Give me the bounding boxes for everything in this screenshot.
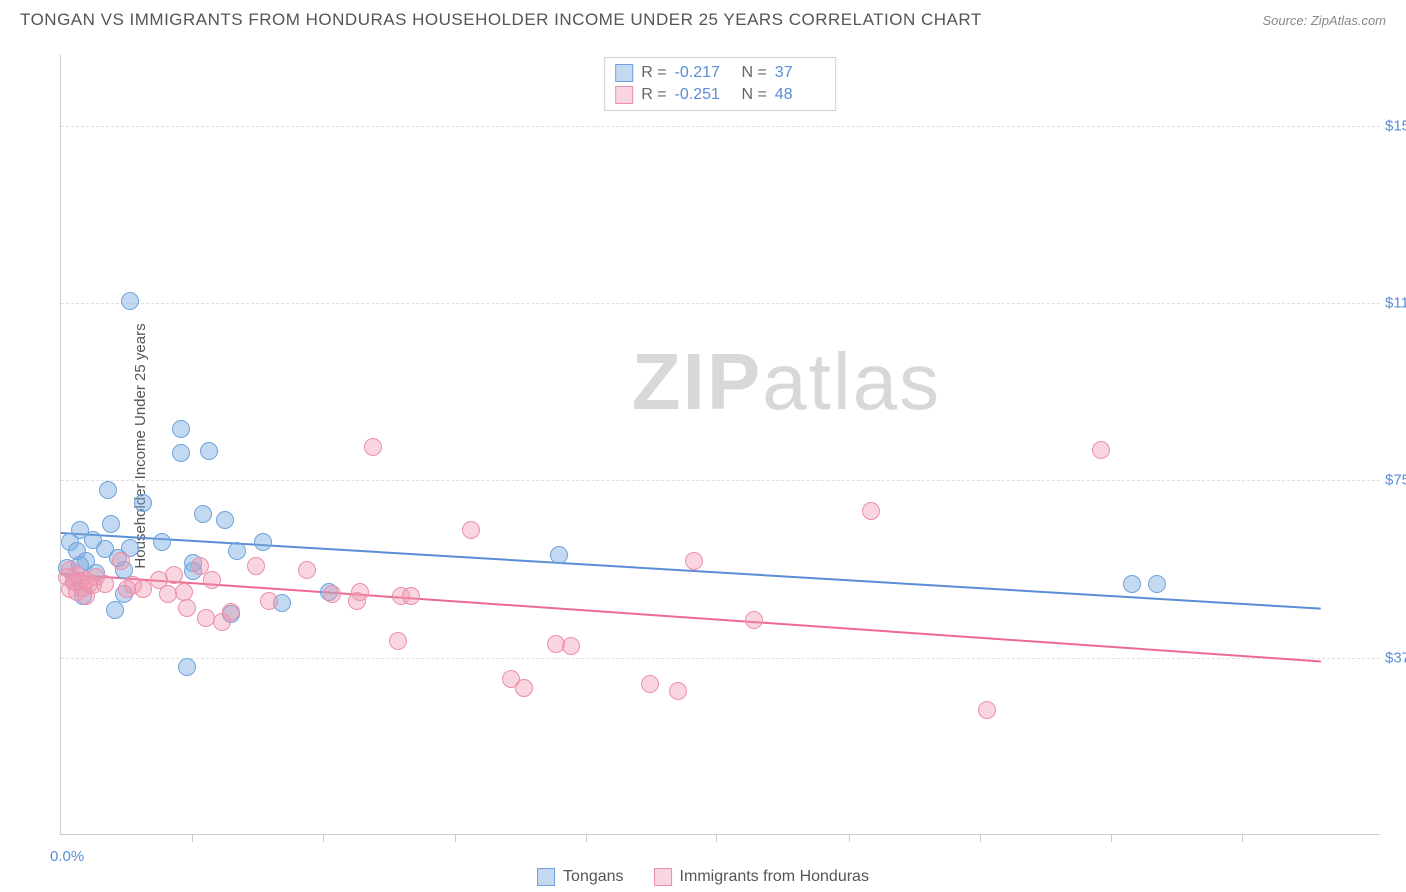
- y-tick-label: $150,000: [1385, 117, 1406, 134]
- scatter-point: [121, 292, 139, 310]
- x-tick: [849, 834, 850, 842]
- stats-row: R = -0.251 N = 48: [615, 84, 825, 106]
- stat-r-value: -0.217: [675, 64, 725, 82]
- stat-n-label: N =: [733, 86, 767, 104]
- scatter-point: [669, 682, 687, 700]
- scatter-point: [1092, 441, 1110, 459]
- scatter-point: [247, 557, 265, 575]
- bottom-legend: Tongans Immigrants from Honduras: [537, 868, 869, 886]
- scatter-point: [99, 481, 117, 499]
- legend-swatch: [654, 868, 672, 886]
- scatter-point: [351, 583, 369, 601]
- stat-n-value: 48: [775, 86, 825, 104]
- scatter-point: [402, 587, 420, 605]
- scatter-point: [260, 592, 278, 610]
- scatter-point: [228, 542, 246, 560]
- scatter-point: [222, 603, 240, 621]
- scatter-point: [172, 420, 190, 438]
- scatter-point: [462, 521, 480, 539]
- chart-container: ZIPatlas $37,500$75,000$112,500$150,000 …: [60, 55, 1380, 835]
- scatter-point: [112, 552, 130, 570]
- page-title: TONGAN VS IMMIGRANTS FROM HONDURAS HOUSE…: [20, 10, 982, 30]
- gridline: [61, 126, 1380, 127]
- y-tick-label: $37,500: [1385, 649, 1406, 666]
- scatter-point: [216, 511, 234, 529]
- scatter-point: [1123, 575, 1141, 593]
- scatter-point: [562, 637, 580, 655]
- stats-legend-box: R = -0.217 N = 37R = -0.251 N = 48: [604, 57, 836, 111]
- x-axis-min-label: 0.0%: [50, 848, 84, 865]
- scatter-point: [254, 533, 272, 551]
- scatter-point: [172, 444, 190, 462]
- source-label: Source: ZipAtlas.com: [1262, 13, 1386, 28]
- x-tick: [716, 834, 717, 842]
- legend-label: Immigrants from Honduras: [680, 868, 869, 886]
- scatter-point: [978, 701, 996, 719]
- x-tick: [455, 834, 456, 842]
- stat-r-label: R =: [641, 86, 666, 104]
- scatter-point: [178, 599, 196, 617]
- scatter-point: [175, 583, 193, 601]
- scatter-point: [862, 502, 880, 520]
- scatter-point: [685, 552, 703, 570]
- x-tick: [192, 834, 193, 842]
- plot-area: ZIPatlas $37,500$75,000$112,500$150,000: [60, 55, 1380, 835]
- watermark: ZIPatlas: [632, 336, 941, 428]
- stats-row: R = -0.217 N = 37: [615, 62, 825, 84]
- legend-label: Tongans: [563, 868, 624, 886]
- scatter-point: [165, 566, 183, 584]
- stat-n-label: N =: [733, 64, 767, 82]
- x-tick: [1111, 834, 1112, 842]
- stat-r-value: -0.251: [675, 86, 725, 104]
- scatter-point: [134, 494, 152, 512]
- scatter-point: [298, 561, 316, 579]
- y-tick-label: $112,500: [1385, 295, 1406, 312]
- legend-swatch: [615, 86, 633, 104]
- scatter-point: [515, 679, 533, 697]
- scatter-point: [364, 438, 382, 456]
- scatter-point: [194, 505, 212, 523]
- gridline: [61, 658, 1380, 659]
- stat-n-value: 37: [775, 64, 825, 82]
- legend-item: Immigrants from Honduras: [654, 868, 869, 886]
- scatter-point: [745, 611, 763, 629]
- x-tick: [323, 834, 324, 842]
- y-tick-label: $75,000: [1385, 472, 1406, 489]
- scatter-point: [178, 658, 196, 676]
- scatter-point: [153, 533, 171, 551]
- stat-r-label: R =: [641, 64, 666, 82]
- scatter-point: [96, 575, 114, 593]
- scatter-point: [1148, 575, 1166, 593]
- scatter-point: [641, 675, 659, 693]
- scatter-point: [203, 571, 221, 589]
- x-tick: [1242, 834, 1243, 842]
- scatter-point: [200, 442, 218, 460]
- scatter-point: [550, 546, 568, 564]
- legend-swatch: [615, 64, 633, 82]
- gridline: [61, 480, 1380, 481]
- scatter-point: [323, 585, 341, 603]
- x-tick: [980, 834, 981, 842]
- gridline: [61, 303, 1380, 304]
- legend-swatch: [537, 868, 555, 886]
- scatter-point: [106, 601, 124, 619]
- scatter-point: [134, 580, 152, 598]
- x-tick: [586, 834, 587, 842]
- legend-item: Tongans: [537, 868, 624, 886]
- scatter-point: [102, 515, 120, 533]
- scatter-point: [389, 632, 407, 650]
